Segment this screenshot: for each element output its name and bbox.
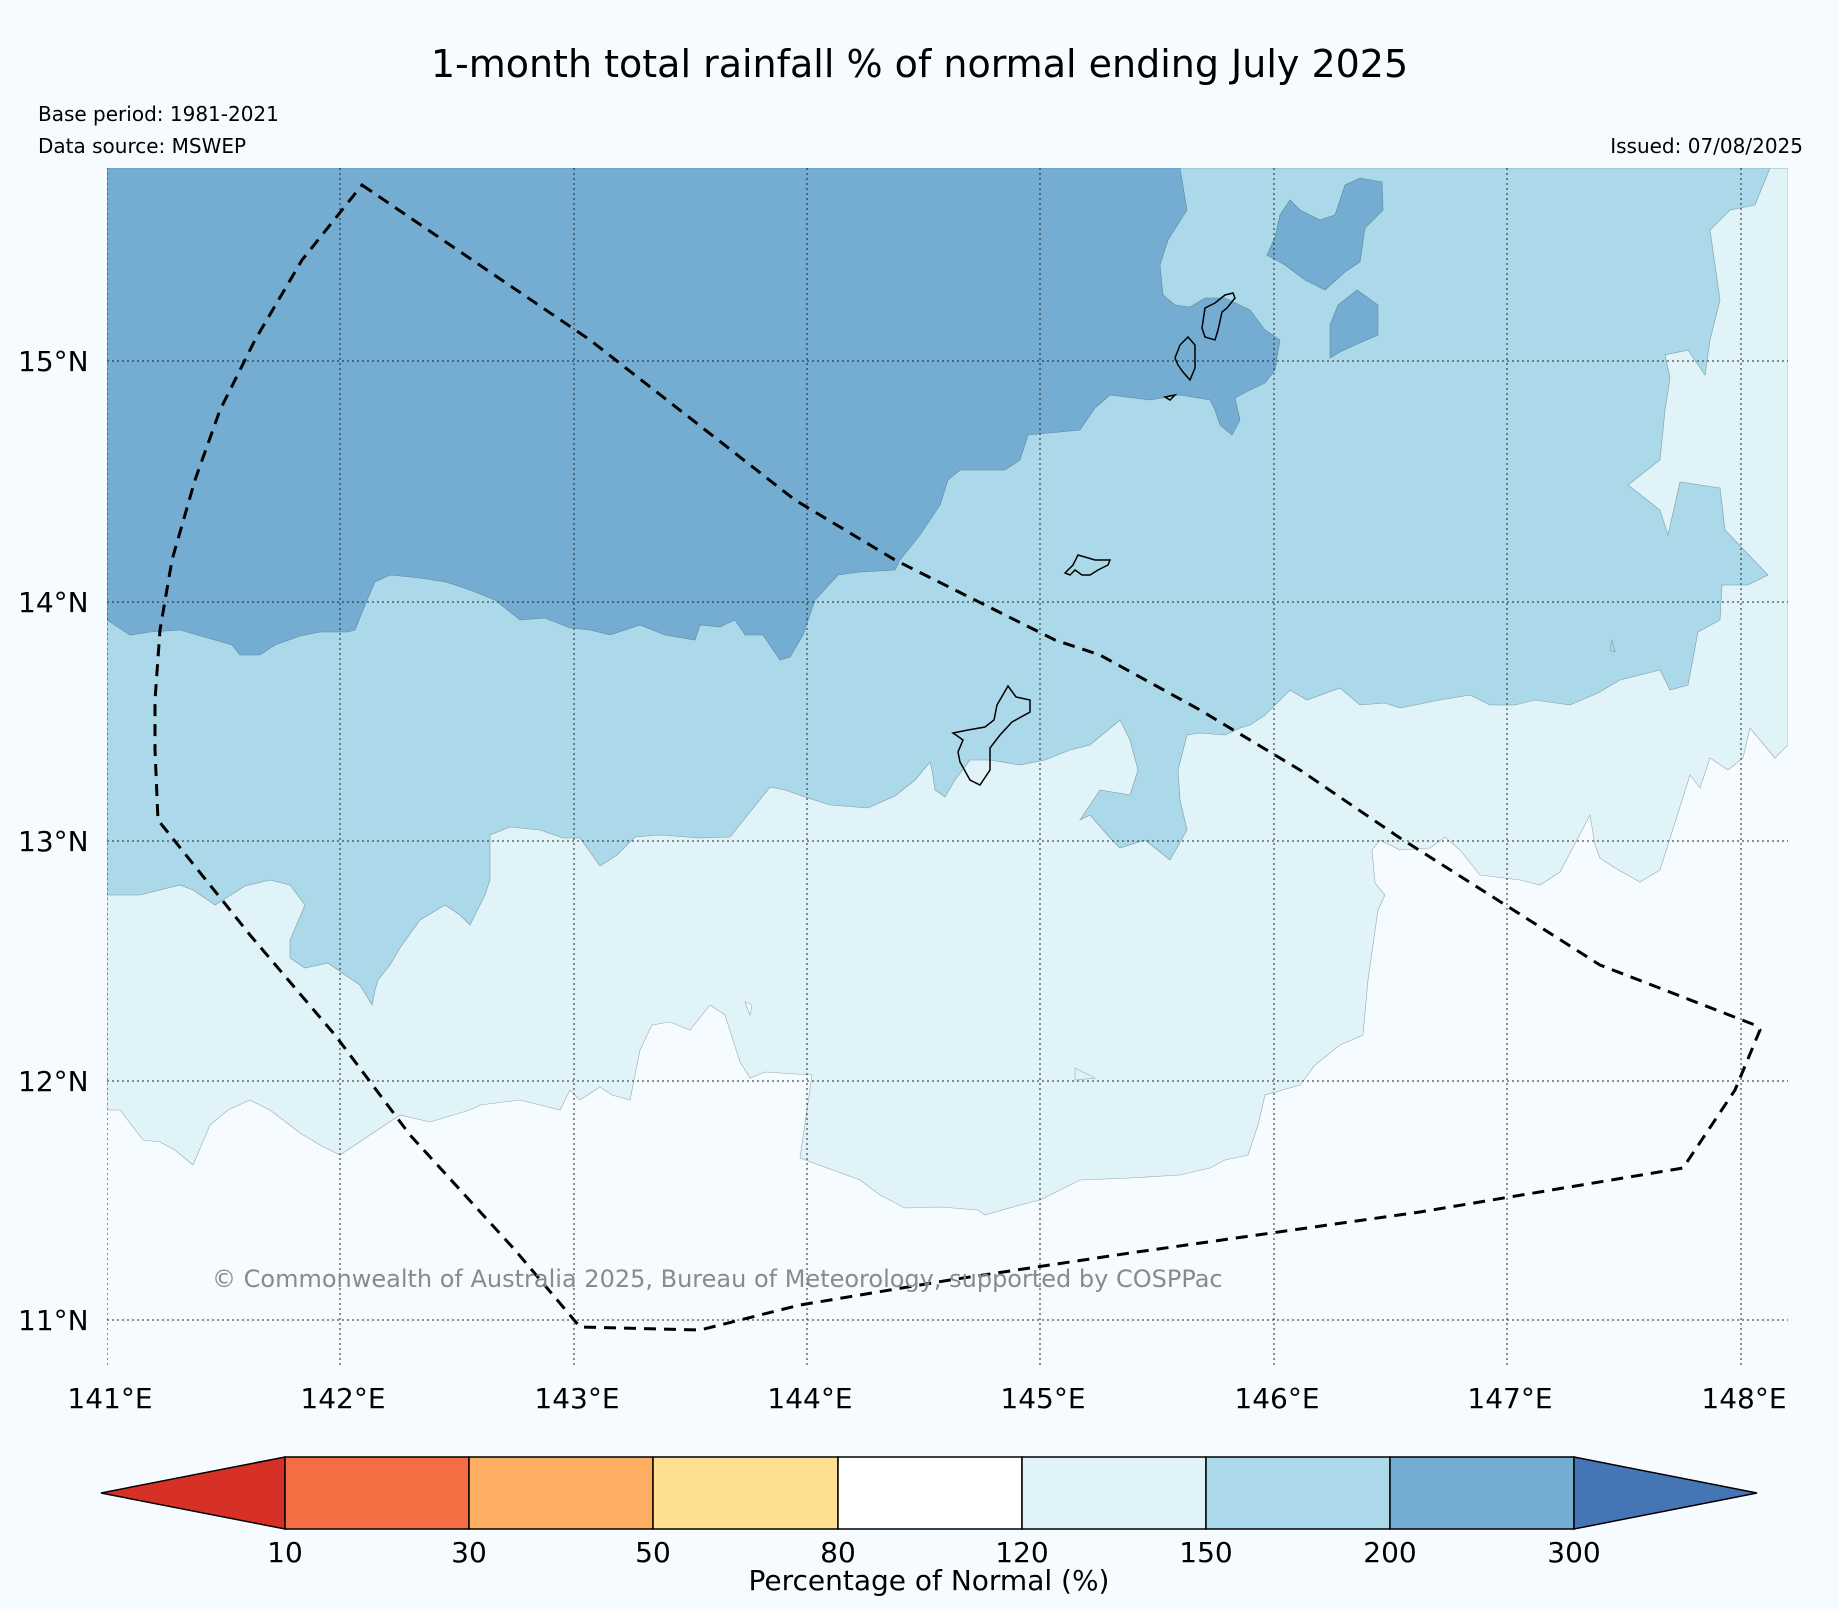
lon-label-142: 142°E [300,1382,385,1415]
copyright-text: © Commonwealth of Australia 2025, Bureau… [212,1265,1223,1293]
latitude-labels: 15°N 14°N 13°N 12°N 11°N [18,345,89,1337]
lat-label-14: 14°N [18,586,89,619]
rainfall-region-200-300 [107,168,1281,661]
longitude-labels: 141°E 142°E 143°E 144°E 145°E 146°E 147°… [67,1382,1786,1415]
lat-label-11: 11°N [18,1304,89,1337]
colorbar-swatch-200-300 [1389,1456,1575,1530]
colorbar-label-10: 10 [267,1536,303,1569]
lon-label-145: 145°E [1000,1382,1085,1415]
colorbar-label-120: 120 [995,1536,1048,1569]
map-gridlines [107,168,1788,1366]
rainfall-patch-200-300-ne2 [1329,289,1379,359]
lon-label-147: 147°E [1467,1382,1552,1415]
lon-label-148: 148°E [1701,1382,1786,1415]
colorbar-label-50: 50 [635,1536,671,1569]
colorbar-swatch-50-80 [652,1456,839,1530]
island-guam [951,684,1031,786]
lon-label-143: 143°E [534,1382,619,1415]
base-period-label: Base period: 1981-2021 [38,102,279,126]
lon-label-144: 144°E [767,1382,852,1415]
colorbar-swatch-10-30 [284,1456,470,1530]
colorbar-label-200: 200 [1363,1536,1416,1569]
lat-label-12: 12°N [18,1065,89,1098]
colorbar-swatch-30-50 [468,1456,654,1530]
lon-label-141: 141°E [67,1382,152,1415]
colorbar-label-30: 30 [451,1536,487,1569]
colorbar-swatch-120-150 [1021,1456,1207,1530]
data-source-label: Data source: MSWEP [38,134,247,158]
rainfall-patch-80-120-a [1074,1067,1097,1081]
colorbar-label-80: 80 [820,1536,856,1569]
colorbar-swatch-80-120 [837,1456,1023,1530]
rainfall-patch-80-120-b [744,1001,753,1017]
lat-label-15: 15°N [18,345,89,378]
map-title: 1-month total rainfall % of normal endin… [430,42,1409,86]
colorbar [100,1456,1758,1530]
colorbar-swatch-150-200 [1205,1456,1391,1530]
rainfall-patch-80-120-c [1609,639,1616,653]
island-saipan [1201,292,1236,341]
island-tinian [1174,335,1196,382]
colorbar-labels: 10 30 50 80 120 150 200 300 Percentage o… [267,1536,1601,1597]
eez-boundary [153,182,1762,1332]
lon-label-146: 146°E [1234,1382,1319,1415]
island-aguijan [1162,393,1178,401]
colorbar-swatch-below-10 [100,1456,286,1530]
colorbar-title: Percentage of Normal (%) [749,1564,1110,1597]
island-rota [1063,554,1112,576]
colorbar-label-300: 300 [1547,1536,1600,1569]
issued-date-label: Issued: 07/08/2025 [1610,134,1803,158]
colorbar-swatch-above-300 [1573,1456,1758,1530]
colorbar-label-150: 150 [1179,1536,1232,1569]
lat-label-13: 13°N [18,825,89,858]
rainfall-patch-200-300-ne1 [1266,177,1384,291]
